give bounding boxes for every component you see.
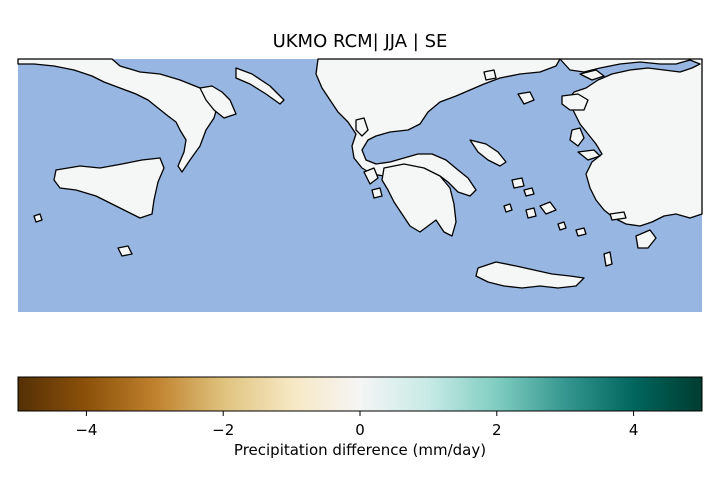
kos-island (609, 211, 627, 221)
sicily-island (53, 157, 165, 219)
italy-landmass (17, 58, 219, 173)
map-title: UKMO RCM| JJA | SE (272, 31, 448, 52)
crete-island (475, 261, 585, 289)
colorbar-label: Precipitation difference (mm/day) (233, 441, 487, 459)
colorbar-tick-label: −2 (212, 421, 234, 439)
karpathos-island (603, 251, 613, 267)
aegean-islet-2 (503, 203, 513, 213)
colorbar-tick-label: 2 (492, 421, 502, 439)
italy-heel (235, 67, 285, 105)
cyclades-andros (511, 177, 525, 189)
colorbar-ticks: −4 −2 0 2 4 (75, 411, 638, 439)
small-island-west (117, 245, 133, 257)
chios-island (569, 127, 585, 147)
zakynthos-island (371, 187, 383, 199)
corfu-island (355, 117, 369, 137)
thasos-island (483, 69, 497, 81)
colorbar-tick-label: 4 (629, 421, 639, 439)
rhodes-island (635, 229, 657, 249)
small-island-west-2 (33, 213, 43, 223)
cyclades-naxos (539, 201, 557, 215)
samos-island (577, 149, 601, 161)
colorbar: −4 −2 0 2 4 (17, 376, 703, 439)
colorbar-tick-label: 0 (355, 421, 365, 439)
italy-toe (199, 85, 237, 119)
marmara-island (579, 69, 605, 81)
aegean-islet-3 (575, 227, 587, 237)
aegean-islet-1 (557, 221, 567, 231)
lesbos-island (561, 93, 589, 111)
balkans-mainland (315, 58, 561, 197)
cyclades-paros (525, 207, 537, 219)
kefalonia-island (363, 167, 379, 185)
colorbar-tick-label: −4 (75, 421, 97, 439)
euboea-island (469, 139, 507, 167)
map-panel (17, 58, 703, 312)
peloponnese (381, 163, 457, 237)
colorbar-gradient (17, 376, 703, 412)
lemnos-island (517, 91, 535, 105)
cyclades-tinos (523, 187, 535, 197)
